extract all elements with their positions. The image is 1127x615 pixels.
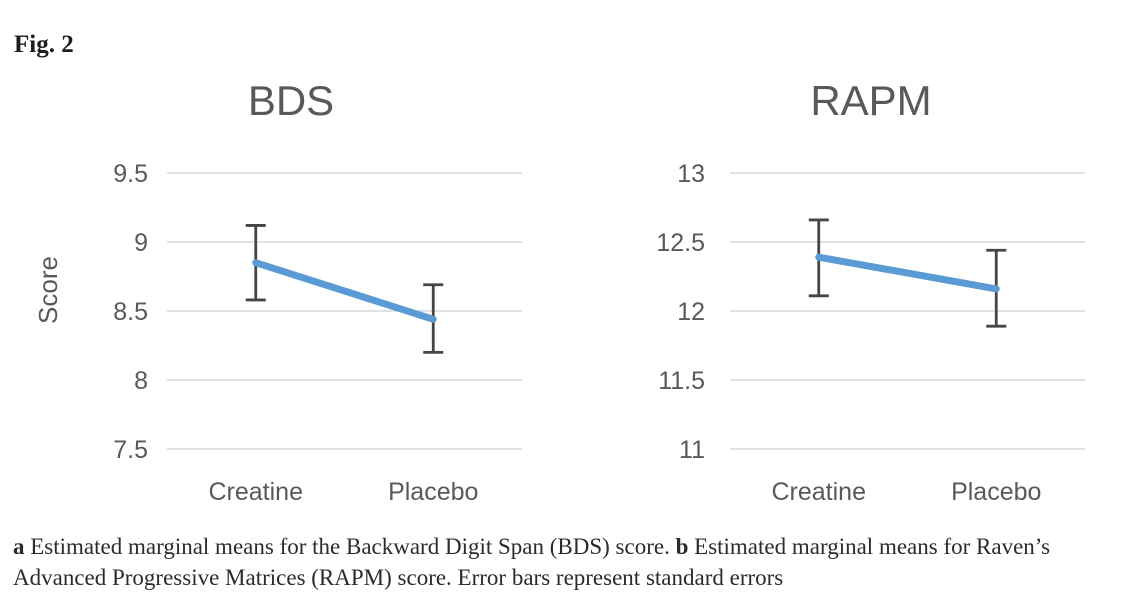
x-category-label: Placebo (388, 478, 478, 506)
y-tick-label: 11 (679, 436, 705, 464)
y-tick-label: 11.5 (658, 367, 705, 395)
mean-line (252, 259, 437, 323)
y-tick-label: 12 (677, 298, 705, 326)
chart-title: RAPM (810, 77, 931, 124)
caption-part-a-text: Estimated marginal means for the Backwar… (24, 534, 676, 559)
y-axis-label: Score (33, 256, 63, 324)
figure-label: Fig. 2 (14, 31, 74, 58)
figure-caption: a Estimated marginal means for the Backw… (13, 531, 1119, 593)
mean-line (815, 253, 1000, 293)
charts-row: 9.5 9 8.5 8 7.5 Score BDS Creatine Placebo 13 12.… (2, 62, 1125, 512)
y-tick-label: 9 (134, 229, 148, 257)
x-category-label: Creatine (772, 478, 867, 506)
rapm-chart: 13 12.5 12 11.5 11 RAPM Creatine Placebo (656, 77, 1085, 506)
y-tick-label: 12.5 (656, 229, 705, 257)
y-tick-label: 8.5 (113, 298, 148, 326)
chart-title: BDS (248, 77, 334, 124)
y-tick-label: 8 (134, 367, 148, 395)
x-category-label: Placebo (951, 478, 1041, 506)
caption-part-a-marker: a (13, 534, 25, 559)
caption-part-b-marker: b (675, 534, 689, 559)
y-tick-label: 9.5 (113, 160, 148, 188)
y-tick-label: 13 (677, 160, 705, 188)
bds-chart: 9.5 9 8.5 8 7.5 Score BDS Creatine Placebo (33, 77, 522, 506)
caption-part-b-text: Estimated marginal means for Raven’s Adv… (13, 534, 1051, 590)
y-tick-label: 7.5 (113, 436, 148, 464)
x-category-label: Creatine (209, 478, 304, 506)
